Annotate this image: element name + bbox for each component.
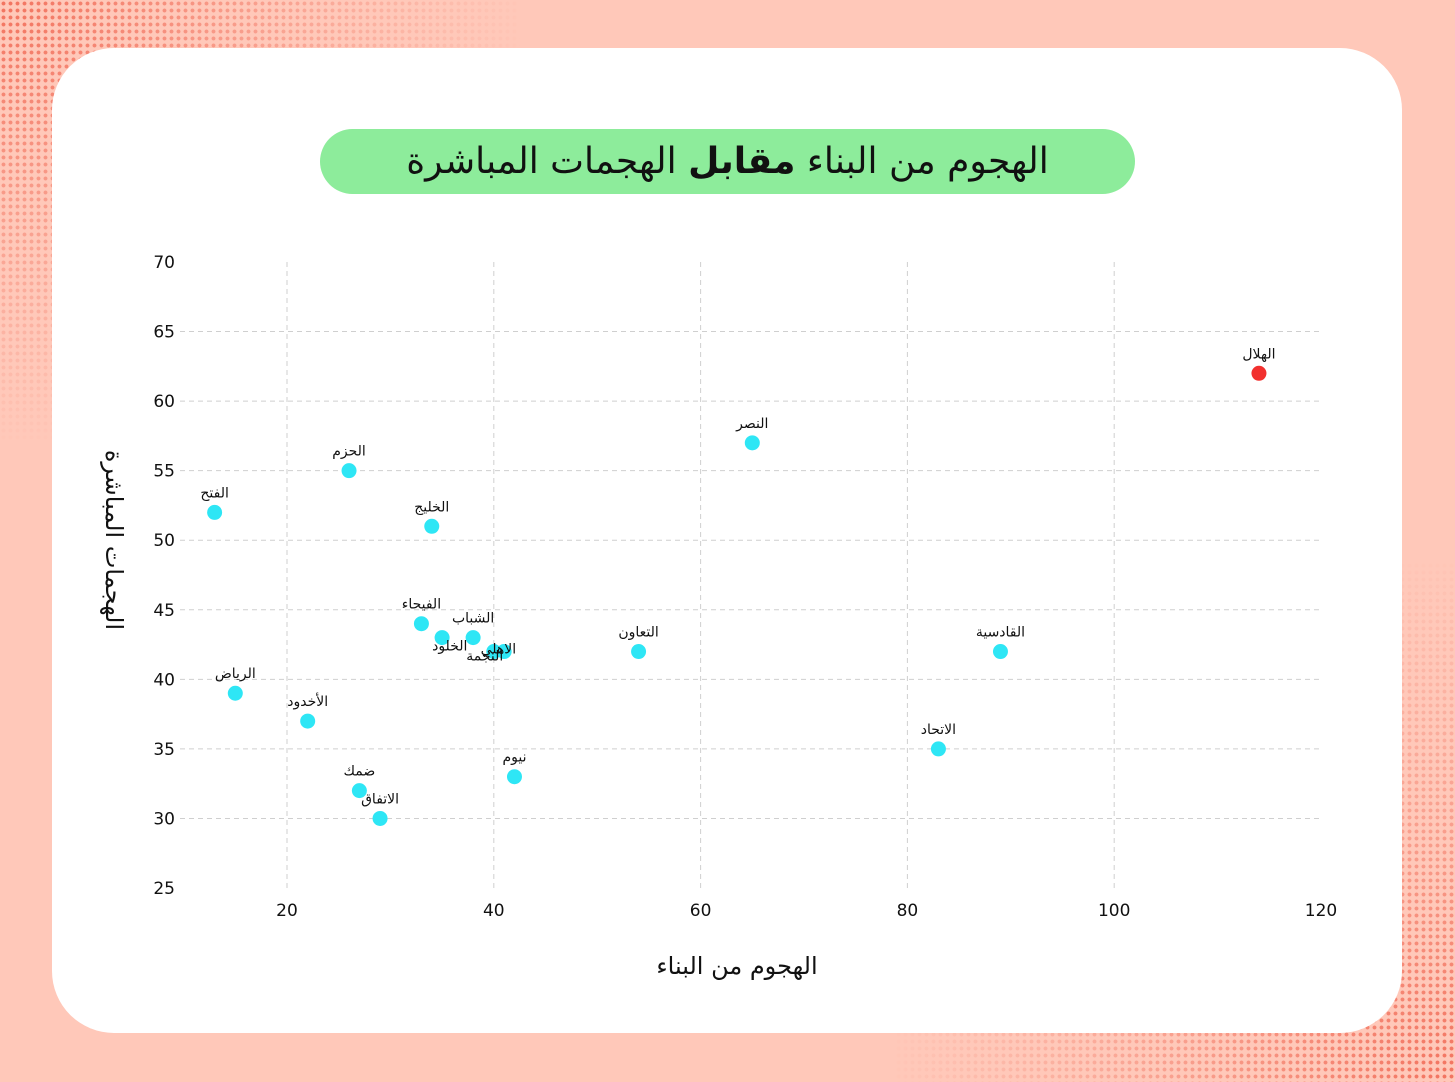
point-label: التعاون — [618, 625, 658, 641]
grid-lines — [180, 262, 1321, 888]
x-tick-label: 80 — [897, 901, 919, 921]
data-point — [486, 644, 502, 660]
point-label: الخلود — [432, 639, 467, 655]
point-label: الأخدود — [287, 692, 328, 710]
data-point — [424, 518, 440, 534]
point-label: الشباب — [452, 611, 494, 627]
data-point — [992, 644, 1008, 660]
y-tick-label: 40 — [153, 670, 175, 690]
data-point — [341, 463, 357, 479]
data-point — [351, 783, 367, 799]
data-point — [300, 713, 316, 729]
chart-card — [52, 48, 1402, 1033]
point-label: الاتحاد — [921, 722, 956, 738]
data-points — [207, 365, 1267, 826]
title-part-3: الهجمات المباشرة — [406, 141, 677, 182]
point-label: الفيحاء — [402, 597, 441, 613]
title-part-1: الهجوم من البناء — [806, 141, 1049, 182]
point-labels: الهلال النصر الحزم الفتح الخليج الفيحاء الشباب… — [200, 346, 1275, 807]
y-axis-label: الهجمات المباشرة — [100, 450, 128, 630]
data-point — [372, 810, 388, 826]
x-tick-label: 60 — [690, 901, 712, 921]
y-tick-label: 60 — [153, 392, 175, 412]
point-label: الاتفاق — [361, 791, 399, 807]
x-tick-label: 40 — [483, 901, 505, 921]
x-axis-label: الهجوم من البناء — [656, 952, 817, 980]
x-tick-label: 100 — [1098, 901, 1130, 921]
y-tick-label: 55 — [153, 462, 175, 482]
y-tick-label: 30 — [153, 809, 175, 829]
point-label: الفتح — [200, 485, 229, 501]
point-label: ضمك — [343, 764, 375, 780]
point-label: الحزم — [332, 444, 366, 460]
point-label: الخليج — [414, 499, 449, 515]
data-point — [496, 644, 512, 660]
point-label: نيوم — [502, 750, 526, 766]
point-label: النصر — [735, 416, 768, 432]
data-point — [744, 435, 760, 451]
title-part-2: مقابل — [688, 141, 796, 182]
y-tick-label: 45 — [153, 601, 175, 621]
y-tick-label: 35 — [153, 740, 175, 760]
data-point — [207, 504, 223, 520]
data-point — [465, 630, 481, 646]
point-label: النجمة — [466, 649, 503, 665]
x-tick-labels: 20 40 60 80 100 120 — [276, 901, 1337, 921]
x-tick-label: 20 — [276, 901, 298, 921]
data-point — [631, 644, 647, 660]
point-label: الاهلي — [481, 642, 517, 658]
x-tick-label: 120 — [1305, 901, 1337, 921]
chart-title: الهجوم من البناء مقابل الهجمات المباشرة — [320, 129, 1135, 194]
data-point — [930, 741, 946, 757]
point-label: الرياض — [215, 666, 256, 682]
highlighted-point — [1251, 365, 1267, 381]
point-label: القادسية — [976, 625, 1025, 641]
y-tick-label: 50 — [153, 531, 175, 551]
y-tick-label: 65 — [153, 323, 175, 343]
data-point — [413, 616, 429, 632]
point-label: الهلال — [1242, 346, 1275, 362]
data-point — [434, 630, 450, 646]
y-tick-labels: 25 30 35 40 45 50 55 60 65 70 — [153, 253, 175, 899]
y-tick-label: 70 — [153, 253, 175, 273]
data-point — [506, 769, 522, 785]
y-tick-label: 25 — [153, 879, 175, 899]
data-point — [227, 685, 243, 701]
